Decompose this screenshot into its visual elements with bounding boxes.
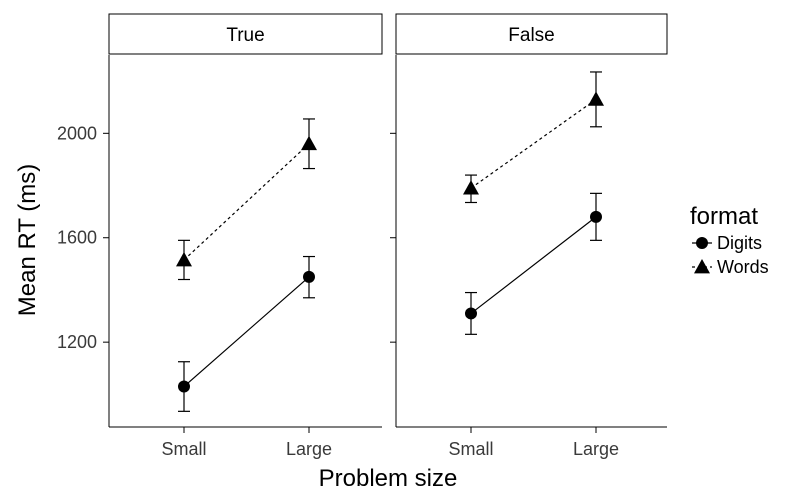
data-point bbox=[178, 380, 190, 393]
series-line bbox=[470, 216, 597, 314]
legend-label: Digits bbox=[717, 233, 762, 253]
data-point bbox=[303, 270, 315, 283]
series-line bbox=[183, 143, 310, 261]
facet-panels: True Small Large 1200 1600 2000 False Small Larg… bbox=[57, 13, 668, 459]
legend-key-marker bbox=[694, 259, 710, 274]
x-tick-label: Small bbox=[161, 439, 206, 459]
x-tick-label: Large bbox=[286, 439, 332, 459]
series-words bbox=[176, 118, 317, 281]
data-point bbox=[301, 135, 317, 151]
series-digits bbox=[178, 255, 315, 412]
legend-label: Words bbox=[717, 257, 769, 277]
series-digits bbox=[465, 192, 602, 335]
strip-label: False bbox=[508, 25, 554, 46]
strip-box bbox=[108, 13, 383, 55]
facet-panel: True Small Large 1200 1600 2000 bbox=[57, 13, 383, 459]
legend: format Digits Words bbox=[690, 203, 769, 277]
data-point bbox=[588, 91, 604, 106]
data-point bbox=[465, 307, 477, 320]
legend-key-marker bbox=[696, 237, 708, 249]
data-point bbox=[463, 180, 479, 195]
series-line bbox=[470, 98, 597, 189]
series-line bbox=[183, 276, 310, 387]
y-tick-label: 1200 bbox=[57, 332, 97, 352]
legend-entry-words: Words bbox=[692, 257, 769, 277]
x-tick-label: Small bbox=[448, 439, 493, 459]
data-point bbox=[176, 251, 192, 267]
legend-title: format bbox=[690, 203, 758, 230]
legend-entry-digits: Digits bbox=[692, 233, 762, 253]
series-words bbox=[463, 71, 604, 204]
x-axis-title: Problem size bbox=[319, 465, 458, 492]
y-tick-label: 2000 bbox=[57, 123, 97, 143]
y-tick-label: 1600 bbox=[57, 228, 97, 248]
y-axis-title: Mean RT (ms) bbox=[14, 164, 41, 316]
facet-panel: False Small Large bbox=[390, 13, 668, 459]
data-point bbox=[590, 210, 602, 223]
x-tick-label: Large bbox=[573, 439, 619, 459]
strip-label: True bbox=[226, 25, 264, 46]
strip-box bbox=[395, 13, 668, 55]
